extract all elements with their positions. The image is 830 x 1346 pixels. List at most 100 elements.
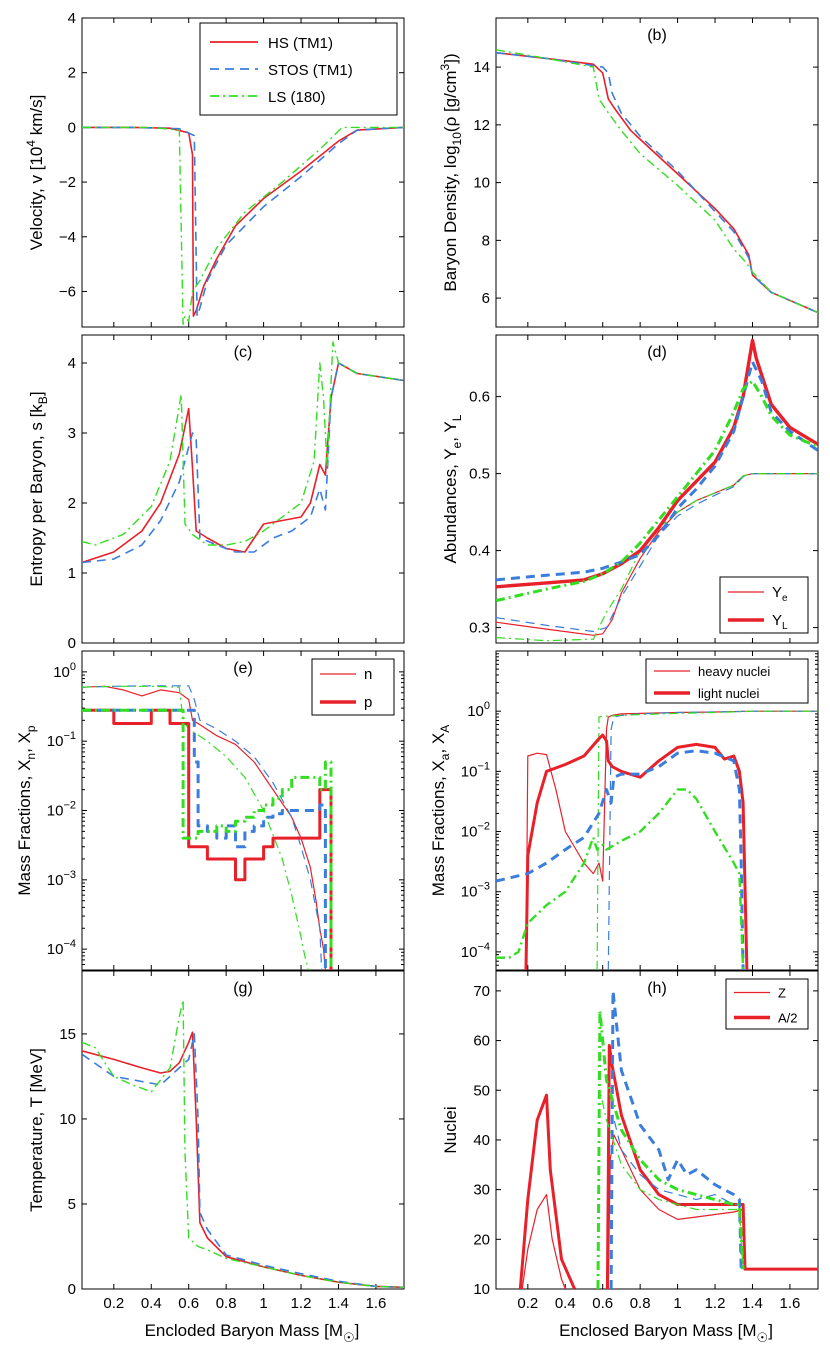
- y-axis-label-part: Mass Fractions, X: [429, 760, 448, 896]
- series-ls-180-: [82, 999, 404, 1288]
- y-axis-label-part: Nuclei: [441, 1106, 460, 1153]
- y-tick-label: 100: [53, 661, 76, 681]
- y-tick-base: 10: [461, 884, 478, 901]
- y-tick-exp: −3: [63, 869, 76, 881]
- y-tick-label: 10−2: [47, 800, 76, 820]
- y-tick-label: 6: [482, 290, 490, 307]
- y-tick-base: 10: [47, 941, 64, 958]
- y-axis-label-part: Mass Fractions, X: [15, 760, 34, 896]
- series-stos-tm1-: [82, 1033, 404, 1289]
- y-tick-label: 2: [68, 65, 76, 82]
- y-tick-label: 8: [482, 232, 490, 249]
- y-axis-label-part: Velocity, v [10: [27, 147, 46, 251]
- x-label-right-text: Enclosed Baryon Mass [M: [559, 1321, 756, 1340]
- y-tick-exp: −1: [477, 760, 490, 772]
- y-axis-label: Mass Fractions, Xa, XA: [429, 725, 452, 897]
- series-group: [82, 126, 404, 325]
- y-axis-label-part: n: [24, 753, 38, 760]
- y-axis-label-part: 4: [24, 140, 38, 147]
- y-axis-label: Mass Fractions, Xn, Xp: [15, 725, 38, 896]
- x-tick-label: 1.4: [328, 1295, 349, 1312]
- y-tick-label: 100: [467, 700, 490, 720]
- legend-box: [645, 658, 809, 704]
- series-hs-n: [82, 685, 326, 970]
- y-tick-label: −6: [59, 283, 76, 300]
- panel-label: (b): [647, 27, 667, 44]
- x-tick-label: 0.6: [178, 1295, 199, 1312]
- x-tick-label: 0.8: [216, 1295, 237, 1312]
- series-stos-tm1-: [82, 126, 404, 317]
- series-group: [82, 999, 404, 1289]
- x-tick-label: 0.4: [555, 1295, 576, 1312]
- x-tick-label: 0.4: [141, 1295, 162, 1312]
- plot-frame: [81, 970, 405, 1290]
- y-axis-label-part: a: [438, 753, 452, 760]
- panel-h: 0.2 0.4 0.6 0.8 1 1.2 1.4 1.6 10 20 30 40 50 60 70 Nucl…: [441, 970, 819, 1312]
- x-tick-label: 1.4: [742, 1295, 763, 1312]
- y-tick-label: 0: [68, 635, 76, 652]
- y-axis-label: Baryon Density, log10(ρ [g/cm3]): [438, 53, 464, 291]
- y-axis-label-part: km/s]: [27, 95, 46, 140]
- panel-label: (h): [647, 980, 667, 997]
- legend: Z A/2: [725, 978, 809, 1030]
- legend-label: A/2: [778, 1011, 798, 1026]
- legend-label: Z: [778, 986, 786, 1001]
- y-tick-label: 12: [473, 117, 490, 134]
- y-tick-label: 30: [473, 1182, 490, 1199]
- y-tick-label: 10: [473, 175, 490, 192]
- y-tick-label: 3: [68, 425, 76, 442]
- series-ls-n: [82, 685, 310, 970]
- series-stos-z: [610, 1114, 742, 1289]
- y-tick-label: 40: [473, 1132, 490, 1149]
- series-ls-light: [496, 788, 745, 970]
- series-stos-light: [496, 749, 745, 970]
- series-hs-p: [82, 708, 333, 970]
- y-tick-label: 15: [59, 1026, 76, 1043]
- y-tick-label: 0.5: [469, 466, 490, 483]
- panel-g: 0.2 0.4 0.6 0.8 1 1.2 1.4 1.6 0 5 10 15 Temperature,…: [27, 970, 405, 1312]
- series-stos-p: [82, 708, 327, 970]
- series-ls-yl: [496, 379, 818, 603]
- y-tick-label: 60: [473, 1033, 490, 1050]
- x-label-left-text: Encloded Baryon Mass [M: [145, 1321, 343, 1340]
- y-axis-label-part: Baryon Density, log: [441, 145, 460, 291]
- y-tick-label: −2: [59, 174, 76, 191]
- series-ls-180-: [82, 126, 404, 325]
- legend-label: heavy nuclei: [698, 664, 770, 679]
- y-axis-label-part: e: [450, 441, 464, 448]
- legend: heavy nuclei light nuclei: [645, 658, 809, 704]
- panel-label: (e): [233, 660, 253, 677]
- series-group: [496, 49, 818, 314]
- y-tick-exp: 0: [484, 700, 490, 712]
- series-ls-p: [82, 708, 333, 970]
- y-tick-base: 10: [461, 763, 478, 780]
- y-tick-label: 20: [473, 1231, 490, 1248]
- y-tick-label: 50: [473, 1082, 490, 1099]
- y-axis-label-part: (ρ [g/cm: [441, 70, 460, 132]
- plot-frame: [495, 650, 819, 971]
- y-axis-label-part: A: [438, 725, 452, 733]
- series-hs-ye: [496, 473, 818, 636]
- legend-label: n: [364, 666, 372, 683]
- y-tick-label: 5: [68, 1196, 76, 1213]
- x-tick-label: 0.2: [517, 1295, 538, 1312]
- y-axis-label-part: ]): [441, 53, 460, 63]
- legend-label: HS (TM1): [268, 35, 333, 52]
- y-tick-label: 10−4: [47, 938, 76, 958]
- y-tick-exp: −2: [477, 821, 490, 833]
- x-label-right-close: ]: [768, 1321, 773, 1340]
- x-tick-label: 1.6: [365, 1295, 386, 1312]
- panel-label: (c): [234, 344, 253, 361]
- y-axis-label-part: L: [450, 414, 464, 421]
- x-tick-label: 0.8: [630, 1295, 651, 1312]
- y-tick-exp: −2: [63, 800, 76, 812]
- legend-box: [725, 978, 809, 1030]
- y-axis-label-part: p: [24, 725, 38, 732]
- series-stos-ye: [496, 473, 818, 633]
- y-axis-label-part: Entropy per Baryon, s [k: [27, 404, 46, 587]
- legend-box: [719, 576, 809, 634]
